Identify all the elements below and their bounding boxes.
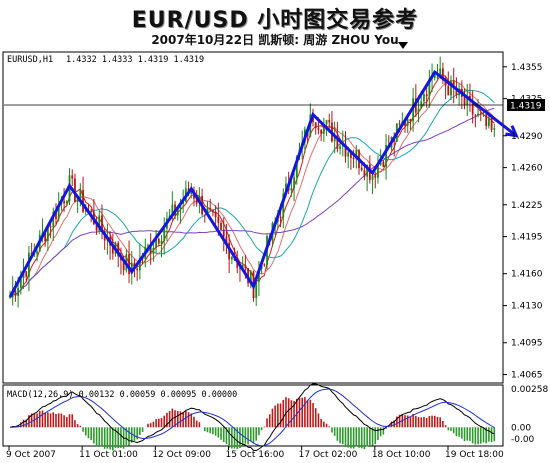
macd-tick-label: -0.00 — [511, 435, 535, 445]
current-price-marker — [398, 42, 408, 49]
price-tick-label: 1.4260 — [511, 164, 543, 174]
time-tick-label: 11 Oct 01:00 — [79, 450, 138, 460]
candle — [423, 92, 425, 107]
candle — [487, 114, 490, 129]
candle — [220, 220, 222, 230]
candle — [471, 90, 474, 124]
macd-histogram — [9, 383, 496, 452]
chart-subtitle: 2007年10月22日 凯斯顿: 周游 ZHOU You — [151, 33, 399, 47]
candle — [322, 117, 325, 142]
candle — [490, 116, 493, 133]
candle — [25, 270, 28, 283]
candle — [382, 159, 385, 168]
candle — [406, 117, 409, 134]
candle — [76, 197, 79, 214]
candle — [474, 113, 477, 128]
candle — [82, 176, 84, 214]
time-tick-label: 15 Oct 16:00 — [226, 450, 285, 460]
candle — [176, 208, 179, 221]
candle — [160, 235, 163, 258]
candle — [374, 171, 377, 189]
candle — [371, 171, 374, 195]
candle — [222, 217, 225, 252]
time-tick-label: 17 Oct 02:00 — [299, 450, 358, 460]
price-tick-label: 1.4065 — [511, 371, 543, 381]
symbol-label: EURUSD,H1 — [7, 55, 53, 65]
chart-title: EUR/USD 小时图交易参考 — [131, 8, 419, 33]
candle — [74, 173, 76, 203]
price-tick-label: 1.4130 — [511, 302, 543, 312]
candle — [212, 208, 214, 217]
candle — [428, 69, 431, 108]
moving-average-line — [9, 107, 495, 298]
candle — [203, 214, 206, 223]
macd-line — [9, 383, 495, 452]
candle — [314, 122, 317, 135]
price-tick-label: 1.4355 — [511, 63, 543, 73]
candle — [290, 179, 293, 197]
candle — [263, 263, 266, 267]
candle — [214, 205, 217, 228]
macd-signal-line — [9, 388, 495, 447]
time-tick-label: 12 Oct 09:00 — [152, 450, 211, 460]
current-price-box — [507, 99, 545, 112]
candle — [128, 240, 130, 284]
main-panel — [2, 51, 504, 384]
macd-tick-label: 0.00 — [511, 423, 531, 433]
candle — [320, 129, 323, 142]
price-tick-label: 1.4160 — [511, 270, 543, 280]
candle — [98, 210, 101, 235]
candle — [71, 169, 74, 187]
candle — [477, 98, 479, 118]
candle — [377, 155, 379, 184]
candle — [249, 269, 252, 289]
time-tick-label: 18 Oct 10:00 — [372, 450, 431, 460]
candle — [130, 250, 133, 285]
candle — [63, 187, 66, 212]
candle — [466, 83, 469, 117]
candle — [49, 222, 52, 239]
candle — [136, 266, 139, 281]
candle — [450, 75, 452, 101]
candle — [101, 204, 103, 240]
candle — [493, 123, 496, 137]
candle — [44, 232, 47, 247]
time-tick-label: 9 Oct 2007 — [6, 450, 56, 460]
candle — [157, 237, 160, 246]
macd-tick-label: 0.00258 — [511, 385, 548, 395]
candle — [225, 223, 228, 254]
price-tick-label: 1.4290 — [511, 132, 543, 142]
current-price-label: 1.4319 — [510, 102, 542, 112]
candle — [65, 199, 68, 206]
candle — [95, 216, 98, 235]
candle — [36, 248, 38, 262]
zigzag-line — [8, 69, 518, 298]
candle — [425, 86, 428, 108]
zigzag-arrowhead — [505, 125, 519, 138]
price-tick-label: 1.4095 — [511, 339, 543, 349]
candle — [155, 229, 157, 254]
candle — [230, 256, 233, 264]
time-tick-label: 19 Oct 18:00 — [445, 450, 504, 460]
candle — [209, 198, 212, 212]
candle — [339, 141, 341, 155]
candle — [409, 118, 412, 130]
axes: 1.43551.43251.42901.42601.42251.41951.41… — [4, 63, 548, 460]
price-tick-label: 1.4195 — [511, 233, 543, 243]
candle — [149, 233, 152, 265]
candle — [463, 88, 466, 110]
ohlc-label: 1.4332 1.4333 1.4319 1.4319 — [66, 55, 204, 65]
candle — [293, 170, 295, 202]
macd-label: MACD(12,26,9) 0.00132 0.00059 0.00095 0.… — [7, 390, 237, 400]
candle — [385, 133, 387, 180]
candle — [282, 188, 285, 229]
candle — [163, 217, 166, 255]
price-tick-label: 1.4225 — [511, 201, 543, 211]
candle — [228, 234, 231, 273]
zigzag-overlay — [8, 69, 519, 298]
